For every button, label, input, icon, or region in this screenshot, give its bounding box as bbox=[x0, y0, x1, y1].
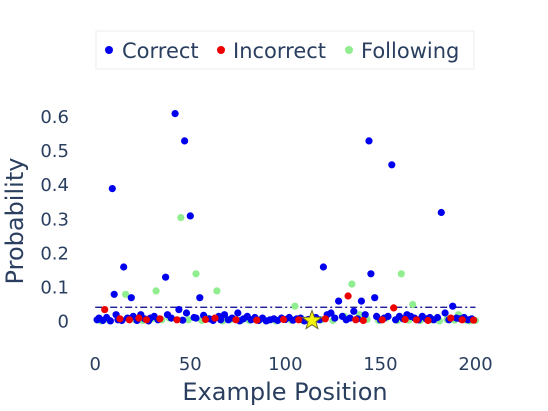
legend-marker-incorrect bbox=[217, 46, 225, 54]
point-correct bbox=[365, 137, 373, 145]
point-incorrect bbox=[352, 316, 360, 324]
y-tick-label: 0.5 bbox=[40, 141, 69, 162]
point-correct bbox=[106, 317, 114, 325]
point-correct bbox=[196, 294, 204, 302]
y-axis-title: Probability bbox=[1, 158, 29, 285]
point-correct bbox=[367, 270, 375, 278]
point-correct bbox=[162, 273, 170, 281]
y-tick-label: 0.4 bbox=[40, 175, 69, 196]
point-incorrect bbox=[211, 314, 219, 322]
point-following bbox=[177, 214, 185, 222]
point-incorrect bbox=[173, 316, 181, 324]
point-incorrect bbox=[116, 315, 124, 323]
point-correct bbox=[441, 309, 449, 317]
x-axis-ticks: 0 50 100 150 200 bbox=[89, 354, 492, 375]
legend-label-following: Following bbox=[361, 39, 459, 63]
point-correct bbox=[167, 314, 175, 322]
point-incorrect bbox=[295, 316, 303, 324]
point-following bbox=[184, 316, 192, 324]
point-correct bbox=[108, 185, 116, 193]
point-correct bbox=[319, 263, 327, 271]
point-following bbox=[213, 287, 221, 295]
point-correct bbox=[127, 294, 135, 302]
point-following bbox=[291, 302, 299, 310]
point-incorrect bbox=[378, 316, 386, 324]
point-correct bbox=[350, 307, 358, 315]
point-incorrect bbox=[232, 316, 240, 324]
legend-marker-correct bbox=[105, 46, 113, 54]
point-correct bbox=[110, 290, 118, 298]
point-following bbox=[409, 300, 417, 309]
point-correct bbox=[335, 297, 343, 305]
point-incorrect bbox=[156, 315, 164, 323]
legend: Correct Incorrect Following bbox=[95, 30, 475, 70]
legend-label-incorrect: Incorrect bbox=[233, 39, 326, 63]
point-following bbox=[152, 287, 160, 295]
x-tick-label: 0 bbox=[89, 354, 100, 375]
point-correct bbox=[327, 309, 335, 317]
point-incorrect bbox=[412, 316, 421, 324]
highlight-star-marker bbox=[301, 309, 323, 330]
point-incorrect bbox=[135, 314, 143, 322]
point-correct bbox=[371, 294, 379, 302]
point-incorrect bbox=[359, 316, 367, 325]
point-correct bbox=[384, 312, 392, 320]
point-correct bbox=[437, 208, 445, 217]
y-tick-label: 0.1 bbox=[40, 277, 69, 298]
point-correct bbox=[182, 309, 191, 317]
point-correct bbox=[186, 212, 194, 220]
point-incorrect bbox=[390, 304, 398, 312]
point-incorrect bbox=[344, 292, 352, 300]
y-axis-ticks: 0 0.1 0.2 0.3 0.4 0.5 0.6 bbox=[40, 107, 69, 333]
point-following bbox=[397, 270, 405, 278]
point-incorrect bbox=[458, 316, 466, 324]
y-tick-label: 0.3 bbox=[40, 209, 69, 230]
point-correct bbox=[346, 314, 354, 322]
point-incorrect bbox=[424, 316, 432, 325]
point-correct bbox=[361, 311, 369, 319]
point-correct bbox=[181, 137, 189, 145]
legend-marker-following bbox=[345, 46, 353, 54]
point-incorrect bbox=[201, 315, 210, 324]
point-incorrect bbox=[101, 306, 109, 314]
point-incorrect bbox=[125, 316, 133, 324]
y-tick-label: 0 bbox=[58, 312, 69, 333]
x-tick-label: 50 bbox=[179, 354, 202, 375]
point-following bbox=[192, 270, 200, 278]
x-tick-label: 100 bbox=[268, 354, 302, 375]
point-correct bbox=[388, 161, 396, 169]
point-following bbox=[122, 290, 130, 298]
point-correct bbox=[192, 314, 200, 322]
point-correct bbox=[175, 306, 183, 314]
legend-label-correct: Correct bbox=[122, 39, 199, 63]
point-incorrect bbox=[253, 316, 261, 324]
point-incorrect bbox=[470, 316, 478, 324]
point-correct bbox=[120, 263, 128, 271]
y-tick-label: 0.6 bbox=[40, 107, 69, 128]
x-tick-label: 200 bbox=[458, 354, 492, 375]
y-tick-label: 0.2 bbox=[40, 243, 69, 264]
point-correct bbox=[234, 309, 242, 317]
legend-box bbox=[95, 30, 475, 70]
data-points bbox=[93, 110, 480, 325]
point-correct bbox=[179, 316, 187, 324]
point-correct bbox=[357, 297, 365, 305]
point-incorrect bbox=[447, 314, 455, 322]
point-correct bbox=[433, 313, 442, 322]
point-correct bbox=[449, 302, 457, 310]
point-incorrect bbox=[321, 315, 329, 323]
point-correct bbox=[217, 316, 225, 324]
point-correct bbox=[171, 110, 179, 118]
point-incorrect bbox=[142, 316, 151, 324]
x-axis-title: Example Position bbox=[182, 378, 387, 406]
point-correct bbox=[331, 314, 339, 322]
point-correct bbox=[220, 311, 229, 319]
x-tick-label: 150 bbox=[363, 354, 397, 375]
point-incorrect bbox=[401, 315, 409, 324]
point-following bbox=[348, 280, 356, 288]
point-incorrect bbox=[279, 315, 288, 324]
